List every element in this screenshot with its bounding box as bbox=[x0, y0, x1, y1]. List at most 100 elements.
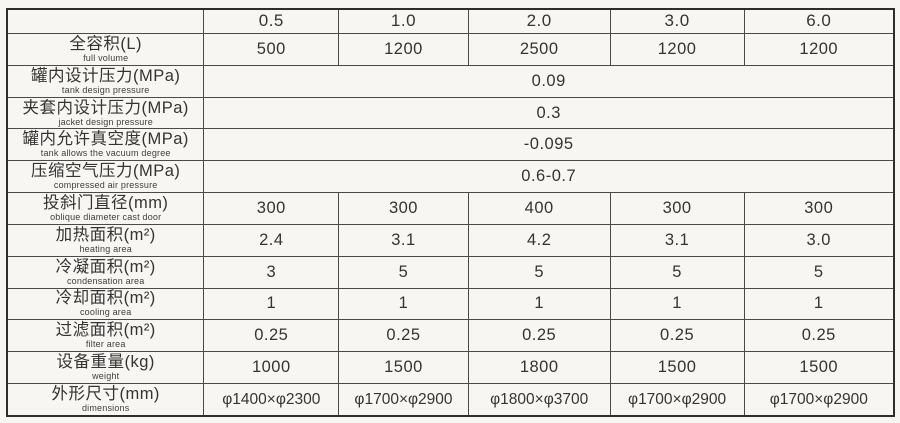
row-label-zh: 罐内允许真空度(MPa) bbox=[22, 130, 189, 149]
row-label: 加热面积(m²) heating area bbox=[6, 223, 205, 257]
row-label-en: condensation area bbox=[66, 275, 145, 286]
cell-value: 1 bbox=[609, 287, 745, 321]
row-label: 过滤面积(m²) filter area bbox=[6, 319, 205, 353]
cell-value: 5 bbox=[609, 255, 745, 289]
row-label-en: tank design pressure bbox=[61, 84, 150, 95]
table-row-dimensions: 外形尺寸(mm) dimensions φ1400×φ2300 φ1700×φ2… bbox=[6, 383, 895, 417]
cell-value: 300 bbox=[609, 192, 745, 225]
cell-value: 0.25 bbox=[203, 319, 340, 353]
row-label-zh: 全容积(L) bbox=[69, 34, 143, 53]
row-label: 罐内设计压力(MPa) tank design pressure bbox=[6, 64, 205, 98]
cell-value: φ1700×φ2900 bbox=[609, 383, 745, 417]
row-label-zh: 过滤面积(m²) bbox=[55, 321, 156, 340]
row-label-en: filter area bbox=[85, 339, 126, 350]
table-row-weight: 设备重量(kg) weight 1000 1500 1800 1500 1500 bbox=[6, 351, 895, 385]
column-header-3.0: 3.0 bbox=[609, 8, 745, 34]
cell-value: 1 bbox=[338, 287, 469, 321]
table-row-tank-design-pressure: 罐内设计压力(MPa) tank design pressure 0.09 bbox=[6, 64, 895, 98]
table-row-compressed-air-pressure: 压缩空气压力(MPa) compressed air pressure 0.6-… bbox=[6, 160, 895, 194]
cell-value: 1 bbox=[743, 287, 895, 321]
row-label-zh: 夹套内设计压力(MPa) bbox=[22, 98, 189, 117]
row-label: 夹套内设计压力(MPa) jacket design pressure bbox=[6, 96, 205, 130]
cell-value: 300 bbox=[203, 192, 340, 225]
cell-value: 5 bbox=[467, 255, 611, 289]
cell-value: 4.2 bbox=[467, 223, 611, 257]
row-label-en: tank allows the vacuum degree bbox=[40, 148, 171, 159]
row-label-zh: 投斜门直径(mm) bbox=[42, 193, 169, 212]
column-header-0.5: 0.5 bbox=[203, 8, 340, 34]
row-label-en: jacket design pressure bbox=[58, 116, 153, 127]
row-label-en: heating area bbox=[79, 243, 132, 254]
cell-value: 300 bbox=[338, 192, 469, 225]
table-row-cooling-area: 冷却面积(m²) cooling area 1 1 1 1 1 bbox=[6, 287, 895, 321]
cell-value: 1500 bbox=[338, 351, 469, 385]
table-row-condensation-area: 冷凝面积(m²) condensation area 3 5 5 5 5 bbox=[6, 255, 895, 289]
cell-value: 5 bbox=[743, 255, 895, 289]
cell-value: φ1700×φ2900 bbox=[743, 383, 895, 417]
cell-value: 3.1 bbox=[609, 223, 745, 257]
corner-cell bbox=[6, 8, 205, 34]
row-label-zh: 冷凝面积(m²) bbox=[55, 257, 156, 276]
cell-value: 1000 bbox=[203, 351, 340, 385]
cell-value: 0.25 bbox=[609, 319, 745, 353]
cell-value: φ1400×φ2300 bbox=[203, 383, 340, 417]
cell-value: φ1800×φ3700 bbox=[467, 383, 611, 417]
cell-merged-value: -0.095 bbox=[203, 128, 895, 162]
table-row-cast-door-diameter: 投斜门直径(mm) oblique diameter cast door 300… bbox=[6, 192, 895, 225]
row-label-en: weight bbox=[92, 371, 120, 382]
cell-value: 3.0 bbox=[743, 223, 895, 257]
cell-value: 1500 bbox=[609, 351, 745, 385]
row-label-zh: 冷却面积(m²) bbox=[55, 289, 156, 308]
table-row-jacket-design-pressure: 夹套内设计压力(MPa) jacket design pressure 0.3 bbox=[6, 96, 895, 130]
row-label-en: cooling area bbox=[79, 307, 132, 318]
row-label: 冷凝面积(m²) condensation area bbox=[6, 255, 205, 289]
row-label: 投斜门直径(mm) oblique diameter cast door bbox=[6, 192, 205, 225]
cell-value: 1 bbox=[467, 287, 611, 321]
cell-value: 3 bbox=[203, 255, 340, 289]
table-row-filter-area: 过滤面积(m²) filter area 0.25 0.25 0.25 0.25… bbox=[6, 319, 895, 353]
cell-merged-value: 0.3 bbox=[203, 96, 895, 130]
cell-value: 1 bbox=[203, 287, 340, 321]
table-row-heating-area: 加热面积(m²) heating area 2.4 3.1 4.2 3.1 3.… bbox=[6, 223, 895, 257]
row-label-en: dimensions bbox=[81, 403, 130, 414]
cell-value: 1200 bbox=[338, 32, 469, 66]
specification-table: 0.5 1.0 2.0 3.0 6.0 全容积(L) full volume 5… bbox=[6, 8, 895, 417]
cell-merged-value: 0.6-0.7 bbox=[203, 160, 895, 194]
cell-value: 300 bbox=[743, 192, 895, 225]
cell-value: 0.25 bbox=[743, 319, 895, 353]
cell-value: 1200 bbox=[743, 32, 895, 66]
table-header-row: 0.5 1.0 2.0 3.0 6.0 bbox=[6, 8, 895, 34]
row-label-zh: 加热面积(m²) bbox=[55, 225, 156, 244]
column-header-1.0: 1.0 bbox=[338, 8, 469, 34]
cell-value: 1200 bbox=[609, 32, 745, 66]
row-label: 外形尺寸(mm) dimensions bbox=[6, 383, 205, 417]
row-label: 罐内允许真空度(MPa) tank allows the vacuum degr… bbox=[6, 128, 205, 162]
cell-value: 1500 bbox=[743, 351, 895, 385]
row-label-zh: 设备重量(kg) bbox=[56, 353, 155, 372]
row-label: 设备重量(kg) weight bbox=[6, 351, 205, 385]
row-label-en: full volume bbox=[83, 52, 129, 63]
table-row-full-volume: 全容积(L) full volume 500 1200 2500 1200 12… bbox=[6, 32, 895, 66]
table-row-vacuum-degree: 罐内允许真空度(MPa) tank allows the vacuum degr… bbox=[6, 128, 895, 162]
column-header-2.0: 2.0 bbox=[467, 8, 611, 34]
row-label: 压缩空气压力(MPa) compressed air pressure bbox=[6, 160, 205, 194]
row-label-zh: 压缩空气压力(MPa) bbox=[30, 162, 181, 181]
row-label-zh: 外形尺寸(mm) bbox=[51, 385, 160, 404]
cell-value: 1800 bbox=[467, 351, 611, 385]
cell-value: φ1700×φ2900 bbox=[338, 383, 469, 417]
column-header-6.0: 6.0 bbox=[743, 8, 895, 34]
row-label-en: compressed air pressure bbox=[53, 180, 158, 191]
row-label: 冷却面积(m²) cooling area bbox=[6, 287, 205, 321]
cell-value: 0.25 bbox=[467, 319, 611, 353]
row-label: 全容积(L) full volume bbox=[6, 32, 205, 66]
cell-value: 3.1 bbox=[338, 223, 469, 257]
cell-value: 0.25 bbox=[338, 319, 469, 353]
cell-merged-value: 0.09 bbox=[203, 64, 895, 98]
row-label-en: oblique diameter cast door bbox=[50, 211, 162, 222]
cell-value: 2.4 bbox=[203, 223, 340, 257]
cell-value: 5 bbox=[338, 255, 469, 289]
cell-value: 400 bbox=[467, 192, 611, 225]
row-label-zh: 罐内设计压力(MPa) bbox=[30, 66, 181, 85]
cell-value: 2500 bbox=[467, 32, 611, 66]
